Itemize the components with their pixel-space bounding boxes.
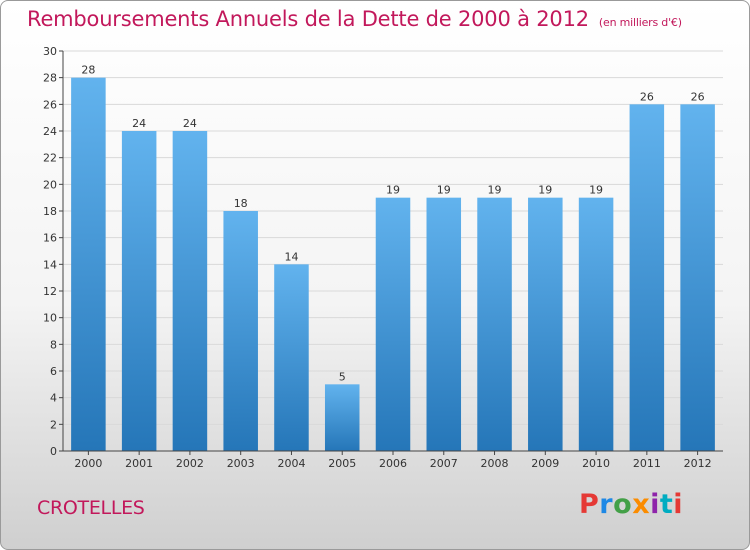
y-tick-label: 12 [43, 285, 57, 298]
x-tick-label: 2010 [582, 457, 610, 470]
bar-2003 [223, 211, 258, 451]
data-label: 24 [183, 117, 197, 130]
data-label: 28 [81, 64, 95, 77]
x-tick-label: 2004 [277, 457, 305, 470]
bar-2009 [528, 197, 563, 451]
y-tick-label: 26 [43, 98, 57, 111]
bar-2007 [426, 197, 462, 451]
y-tick-label: 0 [50, 445, 57, 458]
data-label: 19 [437, 184, 451, 197]
data-label: 26 [691, 90, 705, 103]
x-tick-label: 2007 [430, 457, 458, 470]
y-tick-label: 10 [43, 312, 57, 325]
x-tick-label: 2001 [125, 457, 153, 470]
x-tick-label: 2008 [481, 457, 509, 470]
bar-2004 [274, 264, 309, 451]
proxiti-logo: Proxiti [579, 489, 683, 520]
data-label: 19 [488, 184, 502, 197]
y-tick-label: 6 [50, 365, 57, 378]
data-label: 19 [589, 184, 603, 197]
logo-letter: r [599, 489, 614, 520]
y-tick-label: 2 [50, 418, 57, 431]
x-tick-label: 2006 [379, 457, 407, 470]
bar-2010 [578, 197, 614, 451]
data-label: 19 [386, 184, 400, 197]
data-label: 24 [132, 117, 146, 130]
x-tick-label: 2009 [531, 457, 559, 470]
y-tick-label: 18 [43, 205, 57, 218]
data-label: 26 [640, 90, 654, 103]
bars: 28 24 24 18 14 5 19 19 19 19 19 26 26 [71, 64, 715, 452]
x-tick-label: 2005 [328, 457, 356, 470]
bar-2011 [629, 104, 665, 451]
chart-title: Remboursements Annuels de la Dette de 20… [27, 7, 682, 31]
y-tick-label: 28 [43, 72, 57, 85]
y-tick-label: 20 [43, 178, 57, 191]
bar-2012 [680, 104, 715, 451]
y-tick-label: 24 [43, 125, 57, 138]
data-label: 19 [538, 184, 552, 197]
place-name: CROTELLES [37, 497, 145, 519]
logo-letter: i [673, 489, 684, 520]
logo-letter: i [650, 489, 660, 520]
chart-title-text: Remboursements Annuels de la Dette de 20… [27, 7, 589, 31]
bar-2008 [477, 197, 512, 451]
y-tick-label: 22 [43, 152, 57, 165]
bar-2002 [172, 131, 208, 451]
bar-2001 [121, 131, 157, 451]
y-tick-label: 4 [50, 392, 57, 405]
logo-letter: P [579, 489, 600, 520]
y-tick-label: 16 [43, 232, 57, 245]
bar-2006 [375, 197, 411, 451]
y-tick-label: 8 [50, 338, 57, 351]
logo-letter: t [659, 489, 674, 520]
x-tick-label: 2003 [227, 457, 255, 470]
logo-letter: o [613, 489, 633, 520]
bar-2005 [324, 384, 360, 451]
logo-letter: x [632, 489, 651, 520]
data-label: 18 [234, 197, 248, 210]
bar-2000 [71, 77, 106, 452]
y-tick-label: 14 [43, 258, 57, 271]
data-label: 14 [284, 250, 298, 263]
x-tick-label: 2012 [684, 457, 712, 470]
x-tick-label: 2002 [176, 457, 204, 470]
x-tick-label: 2000 [74, 457, 102, 470]
chart-subtitle: (en milliers d'€) [598, 16, 682, 29]
y-tick-label: 30 [43, 45, 57, 58]
data-label: 5 [339, 370, 346, 383]
x-tick-label: 2011 [633, 457, 661, 470]
